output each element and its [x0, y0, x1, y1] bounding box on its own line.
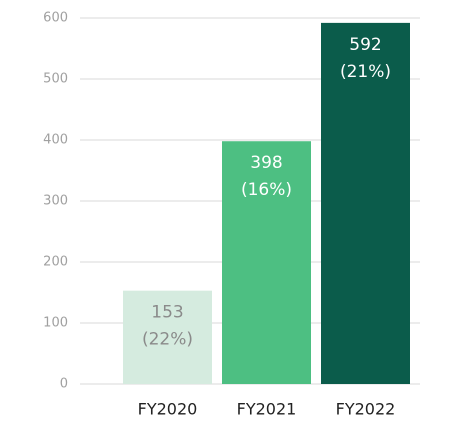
y-tick-label: 300	[43, 194, 68, 209]
x-tick-label: FY2022	[336, 400, 396, 419]
value-label: 592	[349, 35, 381, 55]
bar	[123, 290, 212, 384]
share-label: (21%)	[340, 62, 391, 82]
y-tick-label: 500	[43, 72, 68, 87]
value-label: 398	[250, 153, 282, 173]
y-tick-label: 100	[43, 316, 68, 331]
y-tick-label: 0	[60, 377, 68, 392]
y-tick-label: 600	[43, 11, 68, 26]
x-tick-label: FY2020	[138, 400, 198, 419]
bar	[222, 141, 311, 384]
x-tick-label: FY2021	[237, 400, 297, 419]
bar	[321, 22, 410, 384]
share-label: (16%)	[241, 180, 292, 200]
y-tick-label: 200	[43, 255, 68, 270]
value-label: 153	[151, 303, 183, 323]
share-label: (22%)	[142, 330, 193, 350]
y-tick-label: 400	[43, 133, 68, 148]
